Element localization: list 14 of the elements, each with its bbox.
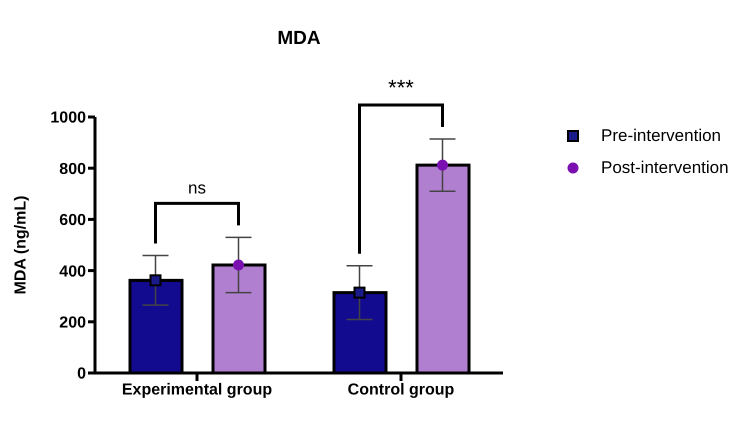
text: *** <box>388 75 414 100</box>
y-tick-label: 400 <box>59 263 86 280</box>
y-axis-title: MDA (ng/mL) <box>12 196 30 294</box>
y-tick-label: 600 <box>59 212 86 230</box>
y-tick-label: 200 <box>59 314 86 332</box>
y-tick-label: 0 <box>77 366 86 383</box>
x-tick-label: Experimental group <box>122 381 272 398</box>
legend-label: Pre-intervention <box>601 126 722 146</box>
chart-title: MDA <box>276 28 322 50</box>
y-tick-label: 800 <box>59 160 86 178</box>
x-tick-label: Control group <box>348 381 455 398</box>
legend-label: Post-intervention <box>601 158 729 178</box>
y-tick-label: 1000 <box>50 110 86 127</box>
annotation: ns <box>188 178 206 198</box>
